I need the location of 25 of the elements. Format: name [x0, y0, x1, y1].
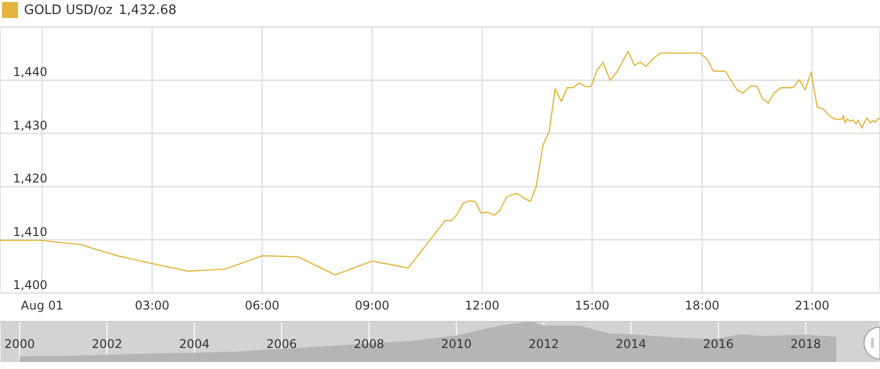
x-tick-label: 2002 [92, 337, 122, 351]
x-tick-label: 2000 [4, 337, 35, 351]
x-tick-label: 06:00 [244, 298, 280, 313]
x-tick-label: 21:00 [794, 298, 830, 313]
x-tick-label: 2010 [441, 337, 472, 351]
text: 1,432.68 [118, 2, 177, 18]
x-tick-label: Aug 01 [20, 298, 64, 313]
x-tick-label: 15:00 [574, 298, 610, 313]
y-tick-label: 1,400 [13, 278, 48, 292]
x-tick-label: 2012 [528, 337, 559, 351]
x-tick-label: 2008 [354, 337, 384, 351]
x-tick-label: 12:00 [464, 298, 500, 313]
x-tick-label: 2018 [790, 337, 822, 351]
y-tick-label: 1,440 [13, 65, 48, 80]
x-tick-label: 09:00 [354, 298, 390, 313]
y-tick-label: 1,420 [13, 172, 48, 186]
y-tick-label: 1,410 [13, 224, 48, 239]
x-tick-label: 03:00 [134, 298, 170, 313]
y-tick-label: 1,430 [13, 118, 48, 132]
x-tick-label: 2004 [179, 337, 210, 351]
x-tick-label: 2006 [266, 337, 297, 351]
x-tick-label: 2014 [616, 337, 646, 351]
legend-label: GOLD USD/oz [24, 2, 113, 18]
x-tick-label: 2016 [703, 337, 734, 351]
x-tick-label: 18:00 [684, 298, 720, 313]
